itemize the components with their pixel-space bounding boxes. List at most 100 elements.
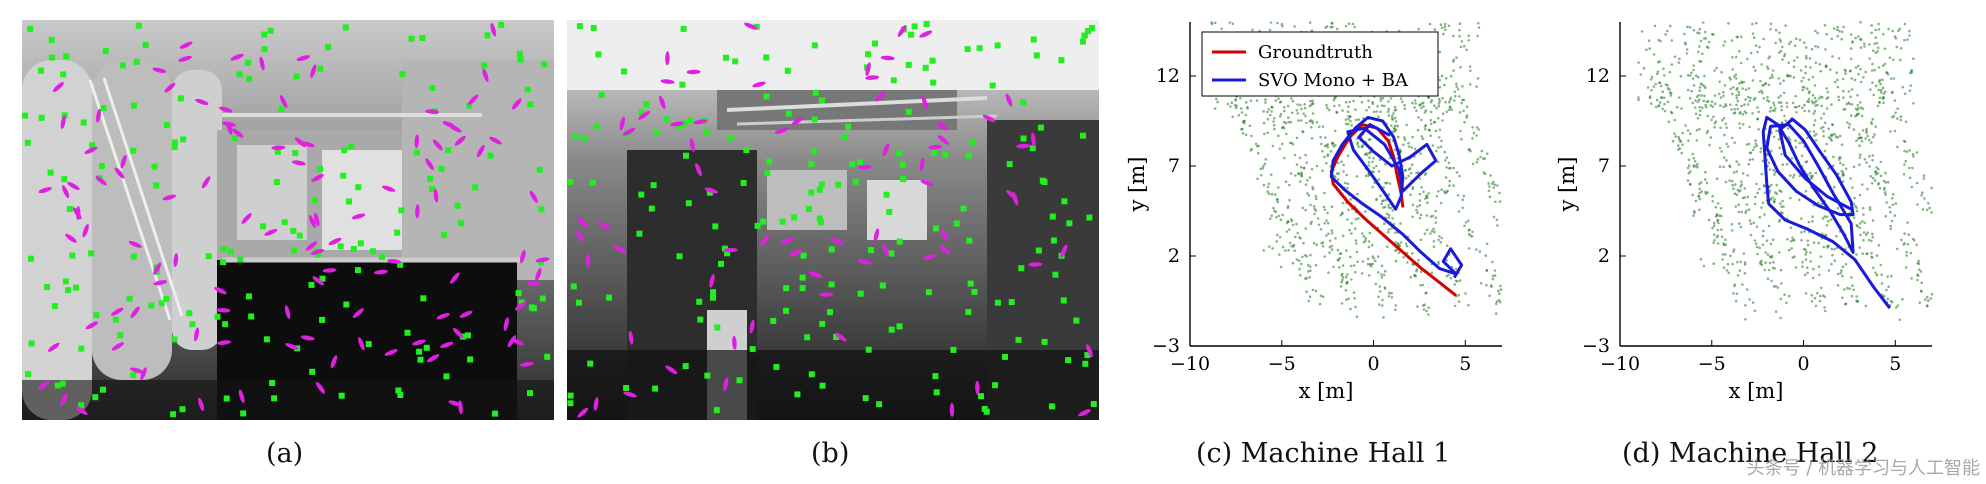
- feature-point: [816, 186, 823, 193]
- map-point: [1263, 132, 1266, 136]
- feature-point: [930, 79, 937, 86]
- map-point: [1831, 55, 1834, 58]
- map-point: [1477, 128, 1481, 131]
- feature-point: [650, 182, 657, 189]
- map-point: [1344, 289, 1348, 292]
- map-point: [1870, 182, 1874, 185]
- edgelet-feature: [322, 268, 337, 273]
- edgelet-feature: [193, 327, 200, 342]
- map-point: [1322, 205, 1326, 209]
- map-point: [1276, 198, 1279, 201]
- map-point: [1867, 238, 1871, 242]
- edgelet-feature: [752, 81, 766, 88]
- edgelet-feature: [830, 237, 844, 246]
- map-point: [1814, 104, 1817, 107]
- map-point: [1447, 24, 1451, 28]
- map-point: [1725, 142, 1728, 146]
- map-point: [1823, 24, 1827, 27]
- map-point: [1859, 67, 1862, 71]
- map-point: [1692, 156, 1696, 160]
- map-point: [1906, 38, 1909, 41]
- map-point: [1314, 263, 1318, 267]
- map-point: [1423, 303, 1426, 307]
- map-point: [1737, 163, 1741, 166]
- map-point: [1698, 182, 1701, 186]
- map-point: [1315, 120, 1319, 124]
- edgelet-feature: [300, 335, 315, 341]
- map-point: [1909, 251, 1913, 255]
- map-point: [1859, 136, 1863, 140]
- map-point: [1803, 230, 1806, 233]
- edgelet-feature: [129, 367, 144, 374]
- feature-point: [527, 101, 534, 108]
- map-point: [1330, 229, 1334, 232]
- edgelet-feature: [928, 144, 943, 150]
- edgelet-feature: [75, 406, 88, 416]
- map-point: [1809, 260, 1812, 263]
- map-point: [1779, 82, 1782, 85]
- edgelet-feature: [198, 397, 205, 412]
- map-point: [1756, 252, 1759, 256]
- map-point: [1330, 244, 1334, 248]
- map-point: [1817, 265, 1821, 269]
- map-point: [1308, 295, 1312, 299]
- map-point: [1660, 96, 1663, 99]
- map-point: [1771, 196, 1774, 199]
- map-point: [1732, 292, 1735, 295]
- map-point: [1915, 243, 1918, 247]
- map-point: [1399, 222, 1402, 225]
- edgelet-feature: [982, 114, 996, 123]
- feature-point: [953, 220, 960, 227]
- map-point: [1817, 97, 1821, 100]
- map-point: [1355, 175, 1359, 178]
- map-point: [1811, 75, 1815, 79]
- map-point: [1859, 38, 1862, 41]
- map-point: [1734, 73, 1738, 77]
- map-point: [1748, 99, 1752, 103]
- map-point: [1782, 91, 1786, 95]
- feature-point: [865, 51, 871, 58]
- feature-point: [454, 202, 461, 209]
- map-point: [1751, 79, 1755, 82]
- map-point: [1437, 102, 1441, 105]
- map-point: [1749, 151, 1753, 155]
- map-point: [1424, 291, 1427, 295]
- map-point: [1326, 153, 1330, 156]
- edgelet-feature: [313, 212, 320, 227]
- map-point: [1800, 231, 1803, 234]
- edgelet-feature: [432, 139, 443, 151]
- map-point: [1301, 130, 1304, 133]
- map-point: [1344, 122, 1348, 126]
- map-point: [1826, 90, 1830, 94]
- map-point: [1461, 206, 1464, 210]
- map-point: [1357, 118, 1360, 121]
- map-point: [1650, 78, 1653, 81]
- feature-point: [73, 284, 79, 291]
- map-point: [1282, 109, 1286, 113]
- map-point: [1467, 34, 1470, 38]
- map-point: [1445, 166, 1448, 169]
- map-point: [1393, 109, 1397, 112]
- map-point: [1695, 139, 1699, 142]
- map-point: [1384, 181, 1387, 185]
- map-point: [1677, 61, 1681, 64]
- map-point: [1460, 40, 1464, 43]
- map-point: [1488, 195, 1492, 199]
- map-point: [1684, 42, 1687, 46]
- map-point: [1294, 235, 1297, 239]
- map-point: [1881, 86, 1885, 90]
- map-point: [1435, 149, 1438, 153]
- map-point: [1743, 271, 1747, 275]
- map-point: [1427, 96, 1431, 99]
- map-point: [1413, 106, 1416, 109]
- feature-point: [487, 152, 494, 159]
- edgelet-feature: [415, 204, 420, 219]
- feature-point: [1090, 401, 1097, 407]
- edgelet-feature: [179, 41, 193, 49]
- map-point: [1372, 166, 1376, 170]
- map-point: [1862, 76, 1865, 79]
- map-point: [1769, 22, 1773, 26]
- map-point: [1454, 94, 1457, 98]
- map-point: [1356, 192, 1359, 196]
- map-point: [1412, 274, 1416, 277]
